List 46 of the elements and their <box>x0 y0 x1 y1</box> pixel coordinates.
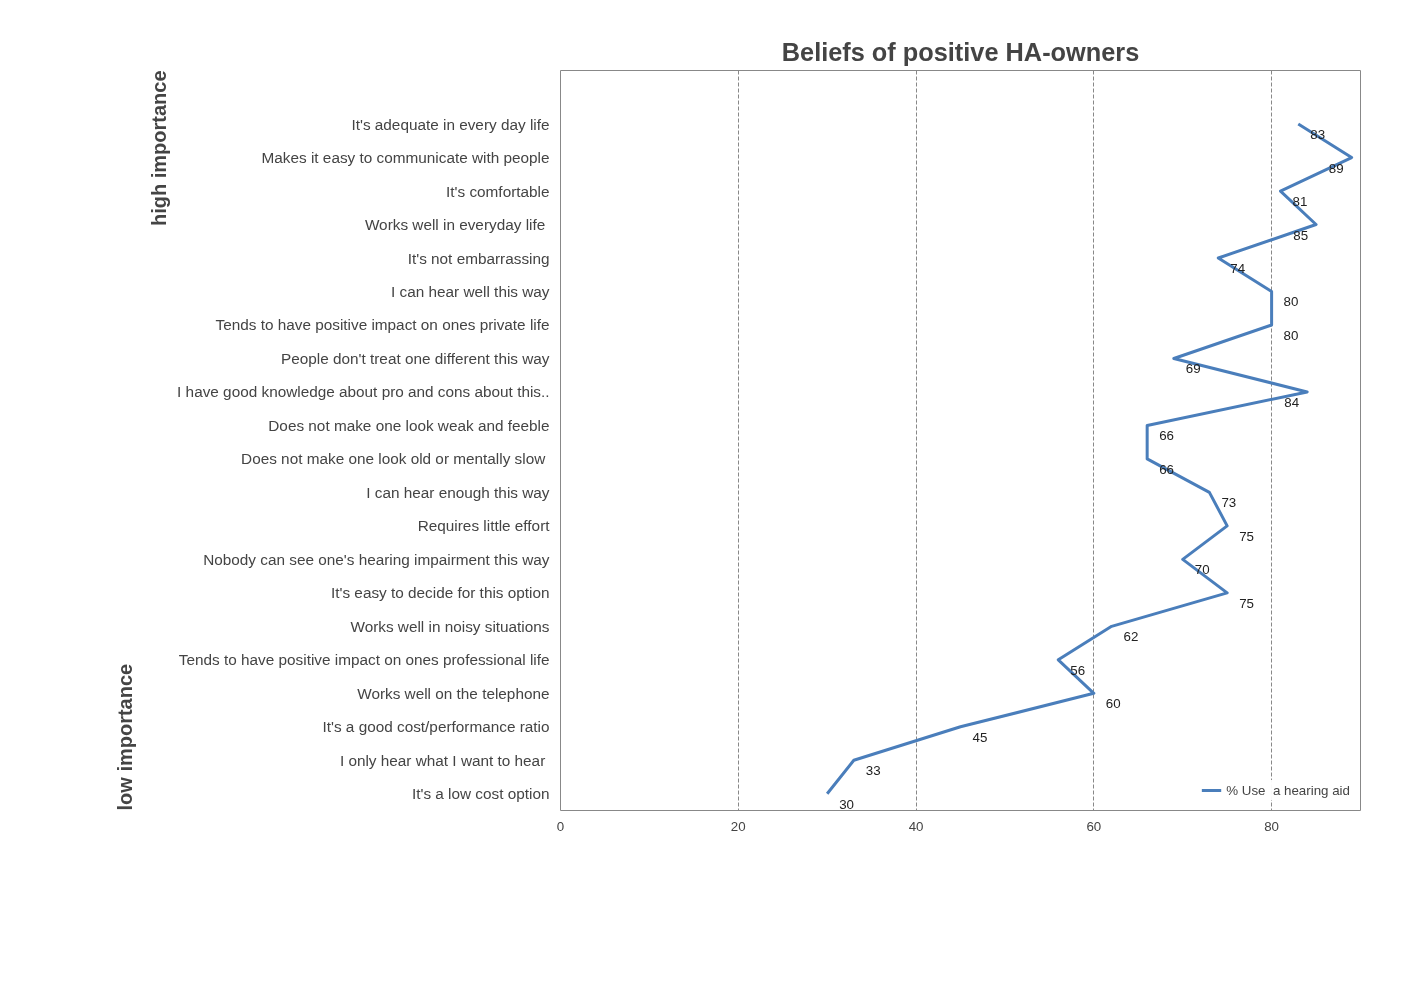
y-tick-label: Works well in everyday life <box>364 216 546 234</box>
y-tick-label: I have good knowledge about pro and cons about this.. <box>177 383 550 401</box>
data-label: 80 <box>1283 294 1299 310</box>
y-tick-label: Requires little effort <box>417 517 551 535</box>
data-label: 66 <box>1159 428 1174 444</box>
text: low importance <box>113 663 136 811</box>
x-tick-label: 0 <box>556 818 565 834</box>
data-label: 75 <box>1239 528 1254 544</box>
chart-title: Beliefs of positive HA-owners <box>781 37 1140 66</box>
data-label: 60 <box>1105 696 1121 712</box>
data-label: 45 <box>972 729 988 745</box>
data-label: 56 <box>1070 662 1086 678</box>
y-tick-label: Tends to have positive impact on ones private life <box>215 316 550 334</box>
data-label: 85 <box>1293 227 1309 243</box>
x-tick-label: 60 <box>1086 818 1102 834</box>
data-label: 69 <box>1185 361 1201 377</box>
y-tick-label: Works well in noisy situations <box>350 617 550 635</box>
y-tick-label: Tends to have positive impact on ones professional life <box>178 651 550 669</box>
y-tick-label: It's a good cost/performance ratio <box>322 718 550 736</box>
y-tick-label: People don't treat one different this way <box>281 349 550 367</box>
data-label: 33 <box>865 763 881 779</box>
y-tick-label: It's a low cost option <box>411 785 550 803</box>
data-label: 30 <box>839 796 854 812</box>
y-tick-label: I only hear what I want to hear <box>339 751 546 769</box>
y-tick-label: I can hear well this way <box>391 283 550 300</box>
y-tick-label: It's comfortable <box>446 182 550 200</box>
y-tick-label: Does not make one look old or mentally slow <box>241 450 547 468</box>
data-label: 84 <box>1284 394 1300 410</box>
text: high importance <box>147 70 170 227</box>
y-tick-label: I can hear enough this way <box>366 483 550 501</box>
x-tick-label: 20 <box>730 818 746 834</box>
data-label: 81 <box>1292 194 1308 210</box>
x-tick-label: 40 <box>908 818 924 834</box>
y-tick-label: Does not make one look weak and feeble <box>268 416 550 434</box>
data-label: 75 <box>1239 595 1254 611</box>
x-tick-label: 80 <box>1264 818 1280 834</box>
data-label: 62 <box>1123 629 1139 645</box>
y-tick-label: It's adequate in every day life <box>351 115 550 133</box>
y-tick-label: Makes it easy to communicate with people <box>261 149 550 167</box>
y-tick-label: Works well on the telephone <box>357 684 550 702</box>
data-label: 80 <box>1283 327 1299 343</box>
y-tick-label: Nobody can see one's hearing impairment this way <box>203 550 550 568</box>
data-label: 73 <box>1221 495 1237 511</box>
legend-label: % Use a hearing aid <box>1226 782 1350 798</box>
y-tick-label: It's easy to decide for this option <box>331 584 550 602</box>
y-tick-label: It's not embarrassing <box>407 249 550 267</box>
